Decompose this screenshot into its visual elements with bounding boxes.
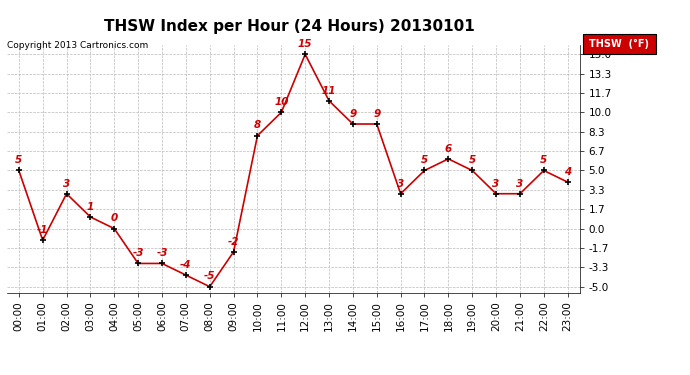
Text: 5: 5 — [15, 155, 23, 165]
Text: -5: -5 — [204, 272, 215, 282]
Text: 5: 5 — [421, 155, 428, 165]
Text: 15: 15 — [298, 39, 313, 49]
Text: 5: 5 — [540, 155, 547, 165]
Text: THSW Index per Hour (24 Hours) 20130101: THSW Index per Hour (24 Hours) 20130101 — [104, 19, 475, 34]
Text: 3: 3 — [63, 178, 70, 189]
Text: 5: 5 — [469, 155, 476, 165]
Text: 3: 3 — [516, 178, 524, 189]
Text: 0: 0 — [110, 213, 118, 223]
Text: 4: 4 — [564, 167, 571, 177]
Text: -3: -3 — [132, 248, 144, 258]
Text: 3: 3 — [493, 178, 500, 189]
Text: 9: 9 — [349, 109, 357, 119]
Text: 6: 6 — [445, 144, 452, 154]
Text: 9: 9 — [373, 109, 380, 119]
Text: 10: 10 — [274, 97, 288, 107]
Text: 1: 1 — [87, 202, 94, 212]
Text: 3: 3 — [397, 178, 404, 189]
Text: THSW  (°F): THSW (°F) — [589, 39, 649, 49]
Text: -3: -3 — [156, 248, 168, 258]
Text: -2: -2 — [228, 237, 239, 247]
Text: Copyright 2013 Cartronics.com: Copyright 2013 Cartronics.com — [7, 41, 148, 50]
Text: 8: 8 — [254, 120, 261, 130]
Text: -1: -1 — [37, 225, 48, 235]
Text: 11: 11 — [322, 86, 336, 96]
Text: -4: -4 — [180, 260, 192, 270]
